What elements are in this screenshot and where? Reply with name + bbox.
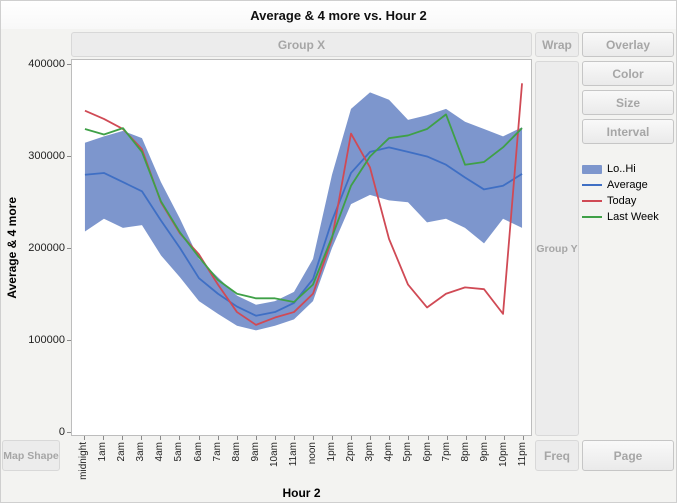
x-tick-label: 4pm [383, 442, 395, 462]
legend-swatch-band [582, 164, 602, 174]
x-tick-label: 1pm [326, 442, 338, 462]
x-tick-label: 6am [192, 442, 204, 462]
x-tick-label: 7pm [440, 442, 452, 462]
x-tick-mark [236, 436, 238, 440]
x-tick-label: 3am [135, 442, 147, 462]
y-tick-mark [67, 156, 71, 157]
drop-zone-group-x[interactable]: Group X [71, 32, 532, 57]
x-tick-mark [465, 436, 467, 440]
y-tick-mark [67, 248, 71, 249]
x-tick-mark [389, 436, 391, 440]
x-tick-mark [103, 436, 105, 440]
y-tick-mark [67, 432, 71, 433]
x-tick-label: 8am [230, 442, 242, 462]
y-tick-label: 200000 [28, 242, 65, 254]
legend-item-today[interactable]: Today [582, 193, 676, 209]
x-tick-label: 2am [116, 442, 128, 462]
drop-zone-interval[interactable]: Interval [582, 119, 674, 144]
x-tick-mark [198, 436, 200, 440]
legend-label: Lo..Hi [607, 163, 636, 175]
x-tick-label: noon [307, 442, 319, 465]
x-tick-mark [160, 436, 162, 440]
x-tick-mark [408, 436, 410, 440]
chart-title[interactable]: Average & 4 more vs. Hour 2 [250, 7, 427, 23]
x-tick-label: 11am [287, 442, 299, 467]
x-axis-ticks[interactable]: midnight 1am 2am 3am 4am 5am 6am 7am 8am 9am 10am 1… [71, 436, 532, 496]
x-tick-mark [370, 436, 372, 440]
x-tick-mark [179, 436, 181, 440]
x-tick-mark [141, 436, 143, 440]
y-tick-label: 0 [58, 426, 65, 438]
y-tick-label: 400000 [28, 58, 65, 70]
y-tick-mark [67, 64, 71, 65]
x-tick-mark [523, 436, 524, 440]
legend-label: Today [607, 195, 637, 207]
legend-label: Average [607, 179, 648, 191]
y-axis-title-text: Average & 4 more [5, 196, 19, 299]
x-tick-mark [255, 436, 257, 440]
y-tick-label: 300000 [28, 150, 65, 162]
x-tick-label: 4am [154, 442, 166, 462]
x-tick-mark [427, 436, 429, 440]
plot-area[interactable] [72, 60, 531, 435]
x-tick-label: 9am [249, 442, 261, 462]
x-axis-title[interactable]: Hour 2 [282, 486, 321, 500]
x-tick-label: 1am [97, 442, 109, 462]
drop-zone-wrap[interactable]: Wrap [535, 32, 579, 57]
x-tick-label: 9pm [478, 442, 490, 462]
legend-swatch-line [582, 184, 602, 186]
drop-zone-map-shape[interactable]: Map Shape [2, 440, 60, 471]
x-tick-label: 5pm [402, 442, 414, 462]
y-axis-ticks[interactable]: 400000 300000 200000 100000 0 [23, 58, 71, 438]
band-lo-hi[interactable] [84, 92, 523, 331]
x-tick-mark [274, 436, 276, 440]
drop-zone-freq[interactable]: Freq [535, 440, 579, 471]
x-tick-mark [313, 436, 315, 440]
legend-item-last-week[interactable]: Last Week [582, 209, 676, 225]
y-tick-mark [67, 340, 71, 341]
x-tick-mark [293, 436, 295, 440]
x-tick-mark [122, 436, 124, 440]
x-tick-label: 3pm [364, 442, 376, 462]
x-tick-label: 5am [173, 442, 185, 462]
legend-swatch-line [582, 200, 602, 202]
series-average[interactable] [84, 146, 523, 317]
drop-zone-size[interactable]: Size [582, 90, 674, 115]
x-tick-label: 2pm [345, 442, 357, 462]
drop-zone-page[interactable]: Page [582, 440, 674, 471]
drop-zone-group-y[interactable]: Group Y [535, 61, 579, 436]
legend: Lo..Hi Average Today Last Week [582, 161, 676, 225]
x-tick-mark [446, 436, 448, 440]
x-tick-mark [351, 436, 353, 440]
y-tick-label: 100000 [28, 334, 65, 346]
x-tick-label: 7am [211, 442, 223, 462]
x-tick-mark [503, 436, 505, 440]
x-tick-mark [332, 436, 334, 440]
legend-label: Last Week [607, 211, 659, 223]
x-tick-label: 10am [268, 442, 280, 468]
series-last-week[interactable] [84, 113, 523, 303]
title-bar: Average & 4 more vs. Hour 2 [1, 1, 676, 29]
y-axis-title[interactable]: Average & 4 more [3, 59, 21, 436]
legend-item-average[interactable]: Average [582, 177, 676, 193]
x-tick-label: 8pm [459, 442, 471, 462]
legend-swatch-line [582, 216, 602, 218]
x-tick-mark [84, 436, 85, 440]
x-tick-mark [217, 436, 219, 440]
drop-zone-color[interactable]: Color [582, 61, 674, 86]
x-tick-label: 6pm [421, 442, 433, 462]
x-tick-mark [484, 436, 486, 440]
plot-frame [71, 59, 532, 436]
x-tick-label: 11pm [517, 442, 528, 467]
x-tick-label: midnight [78, 442, 89, 480]
legend-item-lo-hi[interactable]: Lo..Hi [582, 161, 676, 177]
x-tick-label: 10pm [497, 442, 509, 468]
drop-zone-overlay[interactable]: Overlay [582, 32, 674, 57]
